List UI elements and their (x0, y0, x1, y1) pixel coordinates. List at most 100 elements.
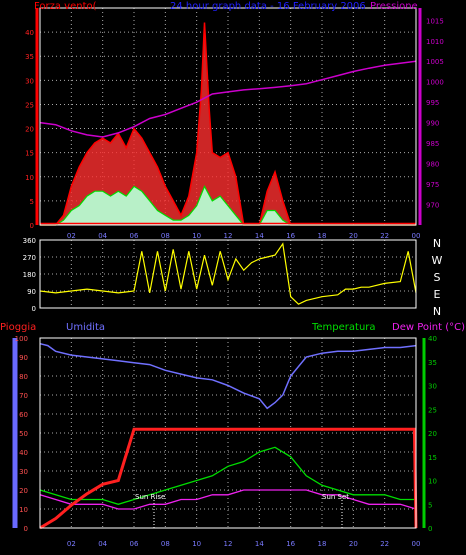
x-tick-label: 10 (192, 232, 201, 240)
pressure-axis-label: Pressione (370, 1, 418, 12)
compass-label: N (433, 305, 441, 318)
bottom-x-ticks: 02 04 06 08 10 12 14 16 18 20 22 00 (67, 540, 421, 548)
pressure-line (39, 60, 417, 138)
y-tick-label: 0 (24, 525, 28, 533)
y-tick-label: 10 (19, 506, 28, 514)
x-tick-label: 12 (224, 232, 233, 240)
x-tick-label: 18 (318, 232, 327, 240)
y-tick-label: 25 (428, 406, 437, 414)
wind-gust-area (40, 22, 416, 225)
y-tick-label: 80 (19, 373, 28, 381)
humidity-line (39, 342, 417, 410)
y-tick-label: 30 (19, 468, 28, 476)
x-tick-label: 14 (255, 232, 264, 240)
x-tick-label: 16 (286, 232, 295, 240)
rain-y-ticks: 0 10 20 30 40 50 60 70 80 90 100 (15, 335, 28, 533)
y-tick-label: 40 (428, 335, 437, 343)
x-tick-label: 12 (224, 540, 233, 548)
pressure-y-ticks: 970 975 980 985 990 995 1000 1005 1010 1015 (418, 8, 444, 225)
x-tick-label: 20 (349, 232, 358, 240)
y-tick-label: 5 (428, 501, 432, 509)
y-tick-label: 0 (30, 222, 34, 230)
y-tick-label: 985 (426, 140, 439, 148)
y-tick-label: 270 (23, 254, 36, 262)
dewpoint-label: Dew Point (°C) (392, 322, 465, 333)
y-tick-label: 980 (426, 161, 439, 169)
x-tick-label: 10 (192, 540, 201, 548)
wind-axis-label: Forza vento( (34, 1, 97, 12)
compass-label: N (433, 237, 441, 250)
x-tick-label: 06 (130, 232, 139, 240)
direction-y-ticks: 0 90 180 270 360 (23, 237, 36, 313)
sunrise-label: Sun Rise (135, 493, 165, 501)
x-tick-label: 18 (318, 540, 327, 548)
y-tick-label: 60 (19, 411, 28, 419)
y-tick-label: 1010 (426, 38, 444, 46)
y-tick-label: 1015 (426, 17, 444, 25)
x-tick-label: 22 (380, 232, 389, 240)
y-tick-label: 15 (25, 150, 34, 158)
humidity-label: Umidita (66, 322, 105, 333)
temperature-label: Temperatura (311, 322, 376, 333)
compass-label: E (434, 288, 441, 301)
compass-label: S (434, 271, 441, 284)
y-tick-label: 0 (32, 305, 36, 313)
x-tick-label: 06 (130, 540, 139, 548)
sunset-label: Sun Set (322, 493, 349, 501)
y-tick-label: 5 (30, 198, 34, 206)
x-tick-label: 04 (98, 232, 107, 240)
y-tick-label: 970 (426, 202, 439, 210)
y-tick-label: 35 (25, 53, 34, 61)
y-tick-label: 1000 (426, 79, 444, 87)
x-tick-label: 22 (380, 540, 389, 548)
compass-label: W (432, 254, 443, 267)
y-tick-label: 35 (428, 359, 437, 367)
x-tick-label: 00 (412, 540, 421, 548)
y-tick-label: 10 (428, 478, 437, 486)
direction-grid (40, 239, 416, 309)
x-tick-label: 08 (161, 232, 170, 240)
wind-frame (39, 7, 417, 226)
y-tick-label: 180 (23, 271, 36, 279)
x-tick-label: 02 (67, 232, 76, 240)
wind-direction-line (39, 242, 417, 305)
y-tick-label: 1005 (426, 58, 444, 66)
y-tick-label: 15 (428, 454, 437, 462)
temp-y-ticks: 0 5 10 15 20 25 30 35 40 (428, 335, 437, 533)
x-tick-label: 04 (98, 540, 107, 548)
y-tick-label: 30 (428, 383, 437, 391)
y-tick-label: 975 (426, 181, 439, 189)
y-tick-label: 90 (27, 288, 36, 296)
x-tick-label: 14 (255, 540, 264, 548)
y-tick-label: 25 (25, 101, 34, 109)
y-tick-label: 20 (19, 487, 28, 495)
y-tick-label: 20 (25, 126, 34, 134)
chart-title: 24 hour graph data - 16 February 2006 (170, 1, 366, 12)
rain-line (39, 427, 418, 530)
y-tick-label: 50 (19, 430, 28, 438)
bottom-frame (39, 337, 417, 529)
y-tick-label: 40 (19, 449, 28, 457)
y-tick-label: 10 (25, 174, 34, 182)
x-tick-label: 20 (349, 540, 358, 548)
x-tick-label: 02 (67, 540, 76, 548)
direction-frame (39, 239, 417, 309)
y-tick-label: 20 (428, 430, 437, 438)
temperature-line (39, 446, 416, 505)
rain-axis-label: Pioggia (0, 322, 36, 333)
y-tick-label: 90 (19, 354, 28, 362)
y-tick-label: 995 (426, 99, 439, 107)
y-tick-label: 70 (19, 392, 28, 400)
x-tick-label: 08 (161, 540, 170, 548)
y-tick-label: 30 (25, 77, 34, 85)
x-tick-label: 00 (412, 232, 421, 240)
y-tick-label: 40 (25, 29, 34, 37)
bottom-series (39, 342, 418, 530)
y-tick-label: 990 (426, 120, 439, 128)
y-tick-label: 360 (23, 237, 36, 245)
